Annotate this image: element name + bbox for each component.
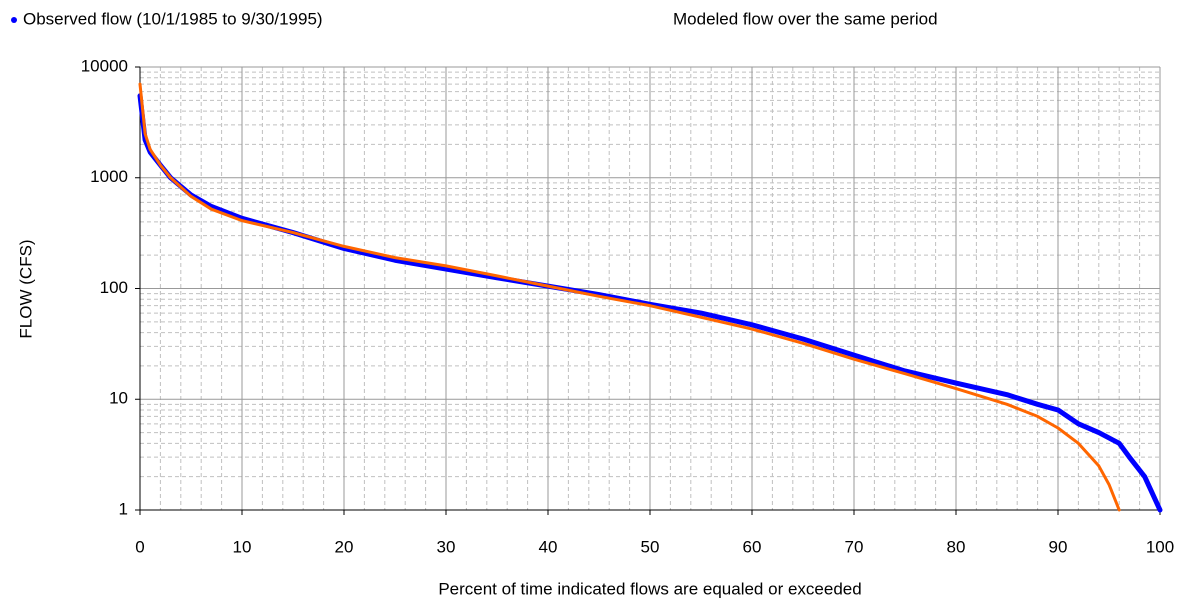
- y-tick-label: 1000: [90, 167, 128, 186]
- x-tick-label: 0: [135, 537, 144, 556]
- y-tick-label: 100: [100, 278, 128, 297]
- x-tick-label: 10: [233, 537, 252, 556]
- x-tick-label: 90: [1049, 537, 1068, 556]
- x-tick-label: 100: [1146, 537, 1174, 556]
- series-line: [138, 82, 1121, 512]
- y-axis-label: FLOW (CFS): [16, 239, 35, 338]
- y-tick-label: 1: [119, 499, 128, 518]
- x-tick-label: 40: [539, 537, 558, 556]
- y-tick-label: 10000: [81, 56, 128, 75]
- x-tick-label: 80: [947, 537, 966, 556]
- x-tick-label: 50: [641, 537, 660, 556]
- legend-label: Observed flow (10/1/1985 to 9/30/1995): [23, 9, 323, 28]
- x-axis-label: Percent of time indicated flows are equa…: [438, 579, 861, 598]
- y-tick-label: 10: [109, 389, 128, 408]
- x-tick-label: 70: [845, 537, 864, 556]
- legend-marker: [11, 17, 17, 23]
- x-tick-label: 60: [743, 537, 762, 556]
- x-tick-label: 20: [335, 537, 354, 556]
- legend-label: Modeled flow over the same period: [673, 9, 938, 28]
- x-tick-label: 30: [437, 537, 456, 556]
